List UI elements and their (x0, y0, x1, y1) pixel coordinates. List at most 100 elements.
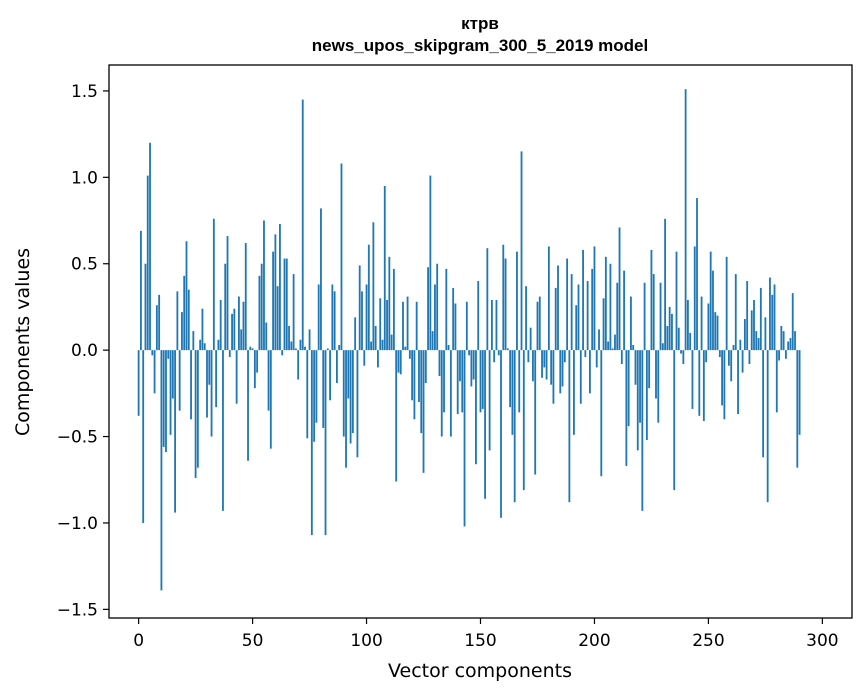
bar (137, 350, 140, 416)
bar (443, 350, 445, 413)
bar (304, 346, 306, 351)
bar (429, 175, 432, 351)
bar (796, 350, 799, 468)
bar (630, 296, 632, 351)
bar (691, 350, 694, 409)
bar (190, 350, 192, 420)
bar (723, 350, 726, 420)
bar (547, 246, 550, 351)
bar (187, 289, 190, 351)
bar (794, 331, 796, 351)
bar (260, 263, 263, 351)
bar (238, 296, 240, 351)
bar (634, 350, 637, 385)
bar (263, 220, 265, 351)
bar (322, 350, 325, 428)
bar (522, 350, 525, 491)
bar (748, 350, 751, 364)
bar (689, 332, 692, 351)
bar (242, 301, 245, 351)
bar (625, 350, 628, 466)
x-axis-ticks: 0 50 100 150 200 250 300 (133, 618, 839, 651)
bar (288, 325, 290, 351)
bar (737, 350, 739, 415)
bar (361, 291, 363, 351)
bar (233, 308, 236, 351)
bar (388, 256, 391, 351)
bar (552, 350, 555, 404)
bar (454, 303, 457, 351)
bar (753, 300, 755, 351)
bar (529, 327, 532, 351)
bar (584, 350, 587, 358)
bar (456, 350, 459, 415)
y-tick-label: −1.0 (57, 514, 98, 534)
x-tick-label: 300 (806, 631, 838, 651)
bar (568, 350, 571, 503)
bar (611, 348, 614, 351)
bar (249, 346, 252, 351)
bar (582, 249, 584, 351)
bar (438, 350, 441, 377)
bar (709, 251, 712, 351)
bar (459, 350, 461, 382)
bar (392, 268, 395, 351)
bar (477, 281, 480, 351)
bar (169, 350, 172, 435)
bar (162, 350, 165, 447)
bar (490, 300, 493, 351)
bar (413, 350, 416, 420)
bar (728, 350, 730, 366)
bar (666, 325, 669, 351)
bar (313, 350, 316, 442)
bar (573, 350, 575, 435)
chart-title: ктрв (461, 14, 499, 33)
bar (497, 350, 500, 356)
y-axis-ticks: −1.5 −1.0 −0.5 0.0 0.5 1.0 1.5 (57, 82, 109, 620)
y-tick-label: −0.5 (57, 428, 98, 448)
x-axis-label: Vector components (388, 660, 572, 682)
bar (235, 350, 238, 404)
bar (579, 350, 582, 404)
bar (320, 208, 322, 351)
bar (374, 325, 377, 351)
bar (434, 284, 436, 351)
bar (310, 350, 313, 536)
bar (570, 274, 573, 351)
bar (588, 350, 591, 394)
x-tick-label: 100 (350, 631, 382, 651)
bar (593, 246, 596, 351)
bar (470, 350, 473, 387)
bar (527, 350, 530, 363)
bar (144, 263, 147, 351)
bar (283, 258, 286, 351)
bar (155, 305, 158, 351)
bar (780, 325, 783, 351)
bar (648, 350, 651, 389)
bar (431, 331, 434, 351)
bar (682, 350, 685, 364)
bar (192, 331, 195, 351)
bar (351, 350, 354, 434)
bar (468, 350, 471, 356)
bar (645, 350, 648, 440)
bar (627, 350, 630, 427)
bar (700, 296, 703, 351)
bar (418, 350, 420, 402)
bar (329, 350, 331, 401)
bar (370, 341, 373, 351)
bar (671, 313, 673, 351)
bar (518, 350, 521, 413)
bar (390, 334, 393, 351)
bar (520, 151, 523, 351)
bar (196, 350, 199, 468)
y-tick-label: −1.5 (57, 600, 98, 620)
bar (511, 350, 514, 435)
bar (675, 251, 678, 351)
bar (331, 284, 334, 351)
bar (212, 218, 215, 351)
bar (240, 329, 243, 351)
bar (365, 284, 368, 351)
bar (643, 282, 646, 351)
plot-frame (108, 64, 853, 619)
